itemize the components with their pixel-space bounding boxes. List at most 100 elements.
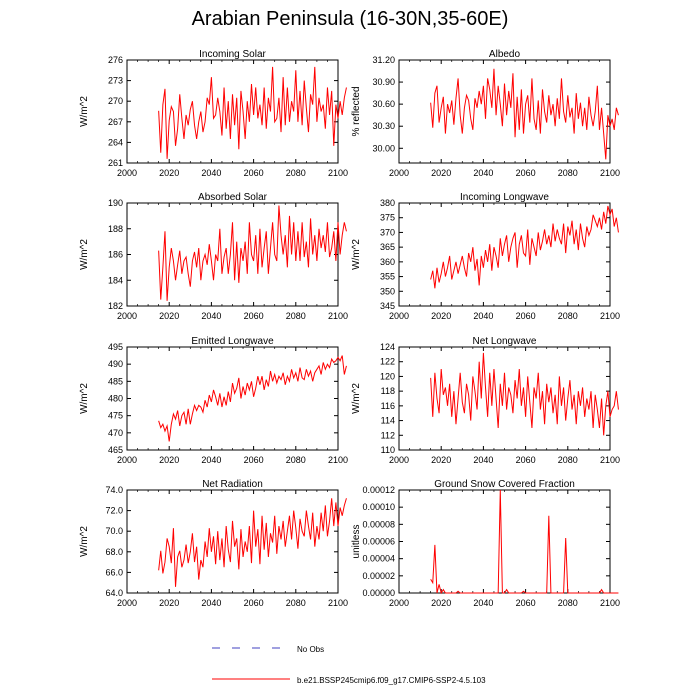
net-longwave-ytick-label: 124 [380,342,395,352]
emitted-longwave-xtick-label: 2040 [201,455,221,465]
absorbed-solar-ytick-label: 190 [108,198,123,208]
absorbed-solar-xtick-label: 2060 [244,311,264,321]
legend-model-label: b.e21.BSSP245cmip6.f09_g17.CMIP6-SSP2-4.… [297,676,486,685]
legend-obs-label: No Obs [297,645,325,654]
absorbed-solar-title: Absorbed Solar [198,192,268,203]
albedo-ytick-label: 30.90 [372,77,395,87]
absorbed-solar-xtick-label: 2040 [201,311,221,321]
ground-snow-xtick-label: 2100 [600,598,620,608]
emitted-longwave-ytick-label: 490 [108,359,123,369]
albedo-xtick-label: 2020 [431,168,451,178]
ground-snow-ytick-label: 0.00002 [362,571,395,581]
incoming-longwave-ytick-label: 365 [380,242,395,252]
incoming-solar-ytick-label: 276 [108,55,123,65]
ground-snow-xtick-label: 2060 [516,598,536,608]
emitted-longwave-xtick-label: 2100 [328,455,348,465]
ground-snow-ytick-label: 0.00012 [362,485,395,495]
incoming-longwave-xtick-label: 2000 [389,311,409,321]
albedo-ytick-label: 30.60 [372,99,395,109]
emitted-longwave-title: Emitted Longwave [191,336,274,347]
net-longwave-series-line [430,352,619,436]
albedo-xtick-label: 2040 [473,168,493,178]
emitted-longwave-ylabel: W/m^2 [79,383,90,414]
absorbed-solar-xtick-label: 2020 [159,311,179,321]
incoming-solar-ytick-label: 264 [108,137,123,147]
incoming-longwave-series-line [430,205,619,289]
net-radiation-series-line [158,498,347,587]
emitted-longwave-ytick-label: 465 [108,445,123,455]
albedo-xtick-label: 2080 [558,168,578,178]
net-longwave-ytick-label: 120 [380,371,395,381]
incoming-solar-xtick-label: 2040 [201,168,221,178]
absorbed-solar-xtick-label: 2000 [117,311,137,321]
incoming-longwave-ytick-label: 360 [380,257,395,267]
net-radiation-ytick-label: 68.0 [105,547,123,557]
incoming-solar-ytick-label: 267 [108,117,123,127]
emitted-longwave-series-line [158,355,347,442]
emitted-longwave-ytick-label: 495 [108,342,123,352]
net-longwave-ytick-label: 114 [381,416,395,426]
incoming-solar-ytick-label: 261 [108,158,123,168]
ground-snow-series-line [430,489,619,595]
incoming-solar-ytick-label: 270 [108,96,123,106]
absorbed-solar-xtick-label: 2080 [286,311,306,321]
albedo-ytick-label: 30.30 [372,121,395,131]
emitted-longwave-xtick-label: 2060 [244,455,264,465]
ground-snow-ytick-label: 0.00000 [362,588,395,598]
net-radiation-xtick-label: 2020 [159,598,179,608]
incoming-solar-xtick-label: 2020 [159,168,179,178]
absorbed-solar-ylabel: W/m^2 [79,239,90,270]
incoming-longwave-ytick-label: 350 [380,286,395,296]
emitted-longwave-frame [126,346,339,451]
absorbed-solar-ytick-label: 182 [108,301,123,311]
net-radiation-ytick-label: 66.0 [105,567,123,577]
incoming-longwave-xtick-label: 2020 [431,311,451,321]
absorbed-solar-xtick-label: 2100 [328,311,348,321]
net-radiation-ytick-label: 72.0 [105,506,123,516]
incoming-solar-title: Incoming Solar [199,49,266,60]
net-radiation-ytick-label: 74.0 [105,485,123,495]
albedo-xtick-label: 2060 [516,168,536,178]
ground-snow-xtick-label: 2020 [431,598,451,608]
net-radiation-xtick-label: 2000 [117,598,137,608]
absorbed-solar-ytick-label: 188 [108,224,123,234]
incoming-solar-xtick-label: 2060 [244,168,264,178]
incoming-solar-xtick-label: 2100 [328,168,348,178]
albedo-frame [398,59,611,164]
ground-snow-ytick-label: 0.00006 [362,537,395,547]
incoming-solar-xtick-label: 2080 [286,168,306,178]
albedo-ytick-label: 30.00 [372,143,395,153]
net-radiation-frame [126,489,339,594]
emitted-longwave-ytick-label: 480 [108,394,123,404]
incoming-longwave-title: Incoming Longwave [460,192,549,203]
ground-snow-xtick-label: 2080 [558,598,578,608]
emitted-longwave-ytick-label: 470 [108,428,123,438]
net-longwave-xtick-label: 2040 [473,455,493,465]
ground-snow-frame [398,489,611,594]
incoming-solar-ytick-label: 273 [108,76,123,86]
albedo-xtick-label: 2100 [600,168,620,178]
albedo-ylabel: % reflected [351,86,362,136]
incoming-longwave-frame [398,202,611,307]
net-radiation-ylabel: W/m^2 [79,526,90,557]
net-longwave-title: Net Longwave [473,336,537,347]
ground-snow-xtick-label: 2040 [473,598,493,608]
incoming-longwave-ytick-label: 375 [380,213,395,223]
albedo-title: Albedo [489,49,521,60]
incoming-longwave-ytick-label: 355 [380,272,395,282]
emitted-longwave-xtick-label: 2000 [117,455,137,465]
incoming-longwave-xtick-label: 2080 [558,311,578,321]
ground-snow-ytick-label: 0.00008 [362,519,395,529]
incoming-longwave-xtick-label: 2060 [516,311,536,321]
absorbed-solar-series-line [158,205,347,301]
net-radiation-ytick-label: 70.0 [105,526,123,536]
incoming-solar-xtick-label: 2000 [117,168,137,178]
net-longwave-ytick-label: 110 [381,445,395,455]
net-longwave-xtick-label: 2100 [600,455,620,465]
emitted-longwave-xtick-label: 2080 [286,455,306,465]
incoming-longwave-xtick-label: 2040 [473,311,493,321]
net-longwave-ytick-label: 122 [380,357,395,367]
emitted-longwave-ytick-label: 475 [108,411,123,421]
net-longwave-xtick-label: 2060 [516,455,536,465]
